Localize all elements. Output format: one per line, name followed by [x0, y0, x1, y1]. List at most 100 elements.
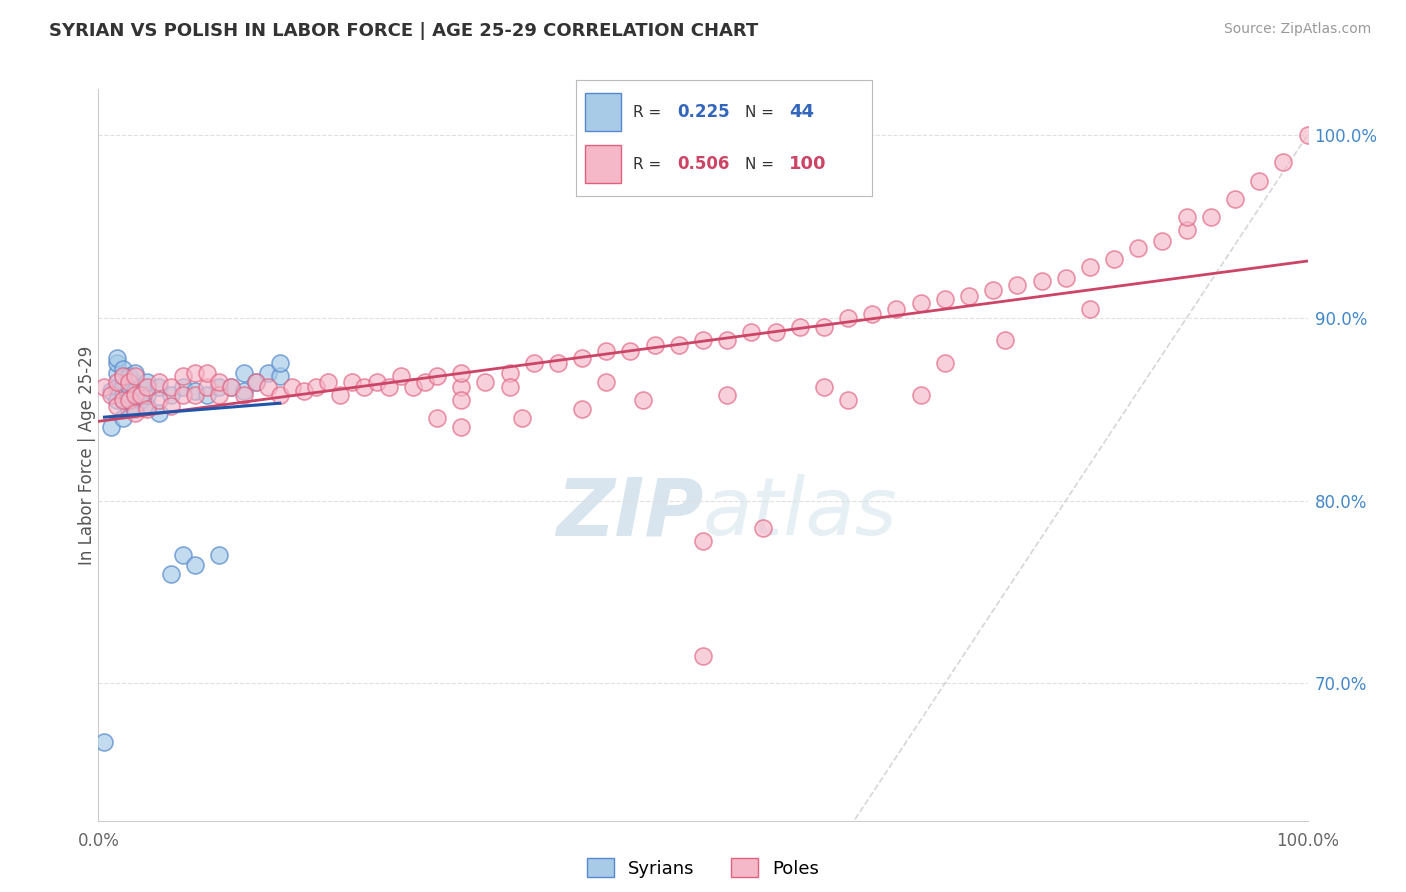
Point — [232, 384, 254, 398]
Point — [413, 375, 436, 389]
Point — [118, 402, 141, 417]
Point — [860, 307, 883, 321]
Point — [111, 380, 134, 394]
Point — [668, 338, 690, 352]
Point — [269, 356, 291, 371]
Point — [1175, 223, 1198, 237]
Point — [148, 375, 170, 389]
Point — [523, 356, 546, 371]
Point — [105, 399, 128, 413]
Text: R =: R = — [633, 104, 665, 120]
Point — [1102, 252, 1125, 267]
Point — [118, 393, 141, 408]
Point — [124, 384, 146, 398]
Point — [644, 338, 666, 352]
Point — [426, 411, 449, 425]
Point — [316, 375, 339, 389]
Point — [910, 296, 932, 310]
Point — [93, 380, 115, 394]
Point — [208, 387, 231, 401]
Point — [160, 387, 183, 401]
Point — [353, 380, 375, 394]
Point — [208, 375, 231, 389]
Point — [595, 375, 617, 389]
Point — [100, 420, 122, 434]
Point — [135, 399, 157, 413]
Point — [1031, 274, 1053, 288]
Point — [692, 533, 714, 548]
Point — [595, 343, 617, 358]
Point — [245, 375, 267, 389]
Point — [910, 387, 932, 401]
Point — [886, 301, 908, 316]
Text: N =: N = — [745, 104, 779, 120]
Point — [1007, 277, 1029, 292]
Point — [135, 402, 157, 417]
Point — [105, 351, 128, 365]
Point — [111, 369, 134, 384]
Point — [111, 387, 134, 401]
Point — [716, 387, 738, 401]
Point — [269, 387, 291, 401]
Point — [269, 369, 291, 384]
Point — [1078, 260, 1101, 274]
Text: ZIP: ZIP — [555, 475, 703, 552]
Point — [366, 375, 388, 389]
Point — [208, 380, 231, 394]
Text: 0.506: 0.506 — [676, 155, 730, 173]
Point — [377, 380, 399, 394]
Point — [172, 549, 194, 563]
Point — [837, 393, 859, 408]
Point — [160, 566, 183, 581]
Point — [813, 380, 835, 394]
Point — [148, 393, 170, 408]
Point — [111, 393, 134, 408]
Point — [474, 375, 496, 389]
Point — [111, 393, 134, 408]
Point — [124, 369, 146, 384]
Point — [813, 319, 835, 334]
Point — [1296, 128, 1319, 142]
Point — [118, 380, 141, 394]
Point — [118, 375, 141, 389]
Point — [184, 558, 207, 572]
Point — [692, 649, 714, 664]
Point — [118, 393, 141, 408]
Point — [1128, 241, 1150, 255]
Point — [1249, 174, 1271, 188]
Point — [172, 387, 194, 401]
Point — [692, 333, 714, 347]
Point — [1175, 211, 1198, 225]
Point — [450, 420, 472, 434]
Point — [256, 366, 278, 380]
Point — [402, 380, 425, 394]
Point — [111, 362, 134, 376]
Point — [105, 393, 128, 408]
Point — [129, 387, 152, 401]
Point — [1152, 234, 1174, 248]
Point — [389, 369, 412, 384]
Point — [1272, 155, 1295, 169]
Point — [184, 387, 207, 401]
Point — [221, 380, 243, 394]
Point — [981, 284, 1004, 298]
Point — [124, 387, 146, 401]
Point — [135, 387, 157, 401]
Point — [135, 375, 157, 389]
Point — [1054, 270, 1077, 285]
Text: 0.225: 0.225 — [676, 103, 730, 121]
Point — [789, 319, 811, 334]
Point — [105, 366, 128, 380]
Point — [111, 411, 134, 425]
Point — [510, 411, 533, 425]
Point — [245, 375, 267, 389]
Point — [93, 735, 115, 749]
Y-axis label: In Labor Force | Age 25-29: In Labor Force | Age 25-29 — [79, 345, 96, 565]
Text: N =: N = — [745, 157, 779, 172]
Point — [100, 387, 122, 401]
Point — [184, 366, 207, 380]
Point — [105, 356, 128, 371]
Point — [129, 393, 152, 408]
Point — [619, 343, 641, 358]
Point — [184, 384, 207, 398]
